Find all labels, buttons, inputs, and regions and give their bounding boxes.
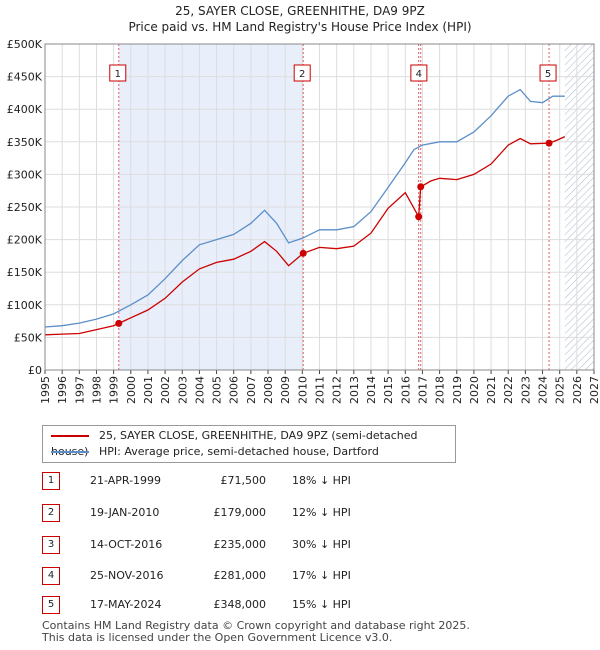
y-tick-label: £250K xyxy=(7,201,43,214)
y-tick-label: £300K xyxy=(7,168,43,181)
y-tick-label: £200K xyxy=(7,234,43,247)
tx-hpi: 30% ↓ HPI xyxy=(292,538,392,551)
x-tick-label: 2006 xyxy=(228,376,241,404)
y-tick-label: £450K xyxy=(7,71,43,84)
x-tick-label: 2005 xyxy=(211,376,224,404)
x-tick-label: 2016 xyxy=(399,376,412,404)
table-row: 3 14-OCT-2016 £235,000 30% ↓ HPI xyxy=(42,536,462,554)
legend-item-property: 25, SAYER CLOSE, GREENHITHE, DA9 9PZ (se… xyxy=(51,428,455,444)
tx-price: £179,000 xyxy=(182,506,266,519)
tx-date: 25-NOV-2016 xyxy=(90,569,180,582)
x-tick-label: 2017 xyxy=(416,376,429,404)
tx-price: £281,000 xyxy=(182,569,266,582)
x-tick-label: 2025 xyxy=(554,376,567,404)
tx-price: £348,000 xyxy=(182,598,266,611)
y-tick-label: £400K xyxy=(7,103,43,116)
sale-label-text: 4 xyxy=(416,69,422,80)
x-tick-label: 2014 xyxy=(365,376,378,404)
tx-id-badge: 3 xyxy=(42,536,60,554)
footer: Contains HM Land Registry data © Crown c… xyxy=(42,620,470,644)
chart-legend: 25, SAYER CLOSE, GREENHITHE, DA9 9PZ (se… xyxy=(42,425,456,463)
table-row: 4 25-NOV-2016 £281,000 17% ↓ HPI xyxy=(42,567,462,585)
x-tick-label: 2000 xyxy=(125,376,138,404)
tx-date: 19-JAN-2010 xyxy=(90,506,180,519)
tx-hpi: 18% ↓ HPI xyxy=(292,474,392,487)
table-row: 5 17-MAY-2024 £348,000 15% ↓ HPI xyxy=(42,596,462,614)
tx-price: £71,500 xyxy=(182,474,266,487)
y-tick-label: £100K xyxy=(7,299,43,312)
x-tick-label: 2012 xyxy=(331,376,344,404)
x-tick-label: 2011 xyxy=(314,376,327,404)
x-tick-label: 2001 xyxy=(142,376,155,404)
x-tick-label: 2015 xyxy=(382,376,395,404)
tx-price: £235,000 xyxy=(182,538,266,551)
y-tick-label: £500K xyxy=(7,38,43,51)
x-tick-label: 1996 xyxy=(56,376,69,404)
tx-id-badge: 1 xyxy=(42,472,60,490)
x-tick-label: 2027 xyxy=(588,376,600,404)
x-tick-label: 2019 xyxy=(451,376,464,404)
x-tick-label: 1997 xyxy=(73,376,86,404)
table-row: 2 19-JAN-2010 £179,000 12% ↓ HPI xyxy=(42,504,462,522)
legend-swatch-property xyxy=(51,435,89,437)
x-tick-label: 2022 xyxy=(502,376,515,404)
x-tick-label: 2013 xyxy=(348,376,361,404)
x-tick-label: 2018 xyxy=(434,376,447,404)
footer-license: This data is licensed under the Open Gov… xyxy=(42,632,470,644)
legend-swatch-hpi xyxy=(51,451,89,453)
x-tick-label: 2026 xyxy=(571,376,584,404)
x-tick-label: 2003 xyxy=(176,376,189,404)
x-tick-label: 2023 xyxy=(519,376,532,404)
sale-marker xyxy=(546,140,553,147)
x-tick-label: 2002 xyxy=(159,376,172,404)
legend-label-hpi: HPI: Average price, semi-detached house,… xyxy=(99,445,379,458)
y-tick-label: £150K xyxy=(7,266,43,279)
y-tick-label: £0 xyxy=(28,364,42,377)
x-tick-label: 2010 xyxy=(296,376,309,404)
sale-marker xyxy=(415,213,422,220)
tx-date: 14-OCT-2016 xyxy=(90,538,180,551)
tx-id-badge: 4 xyxy=(42,567,60,585)
tx-hpi: 12% ↓ HPI xyxy=(292,506,392,519)
sale-label-text: 5 xyxy=(545,69,551,80)
tx-id-badge: 5 xyxy=(42,596,60,614)
sale-label-text: 2 xyxy=(299,69,305,80)
price-chart: 1 2 4 5 £0 £50K £100K £150K £200K £250K £300K £350… xyxy=(0,0,600,420)
x-tick-label: 2008 xyxy=(262,376,275,404)
x-tick-label: 1998 xyxy=(90,376,103,404)
sale-marker xyxy=(417,183,424,190)
x-tick-label: 2009 xyxy=(279,376,292,404)
y-tick-label: £50K xyxy=(14,331,43,344)
y-tick-label: £350K xyxy=(7,136,43,149)
x-tick-label: 1995 xyxy=(39,376,52,404)
sale-marker xyxy=(115,320,122,327)
sale-marker xyxy=(300,250,307,257)
x-tick-label: 2007 xyxy=(245,376,258,404)
tx-id-badge: 2 xyxy=(42,504,60,522)
x-tick-label: 2021 xyxy=(485,376,498,404)
tx-date: 21-APR-1999 xyxy=(90,474,180,487)
legend-item-hpi: HPI: Average price, semi-detached house,… xyxy=(51,444,379,460)
x-tick-label: 2020 xyxy=(468,376,481,404)
tx-hpi: 17% ↓ HPI xyxy=(292,569,392,582)
x-tick-label: 2004 xyxy=(193,376,206,404)
tx-hpi: 15% ↓ HPI xyxy=(292,598,392,611)
x-tick-label: 2024 xyxy=(537,376,550,404)
table-row: 1 21-APR-1999 £71,500 18% ↓ HPI xyxy=(42,472,462,490)
sale-label-text: 1 xyxy=(115,69,121,80)
tx-date: 17-MAY-2024 xyxy=(90,598,180,611)
x-tick-label: 1999 xyxy=(108,376,121,404)
